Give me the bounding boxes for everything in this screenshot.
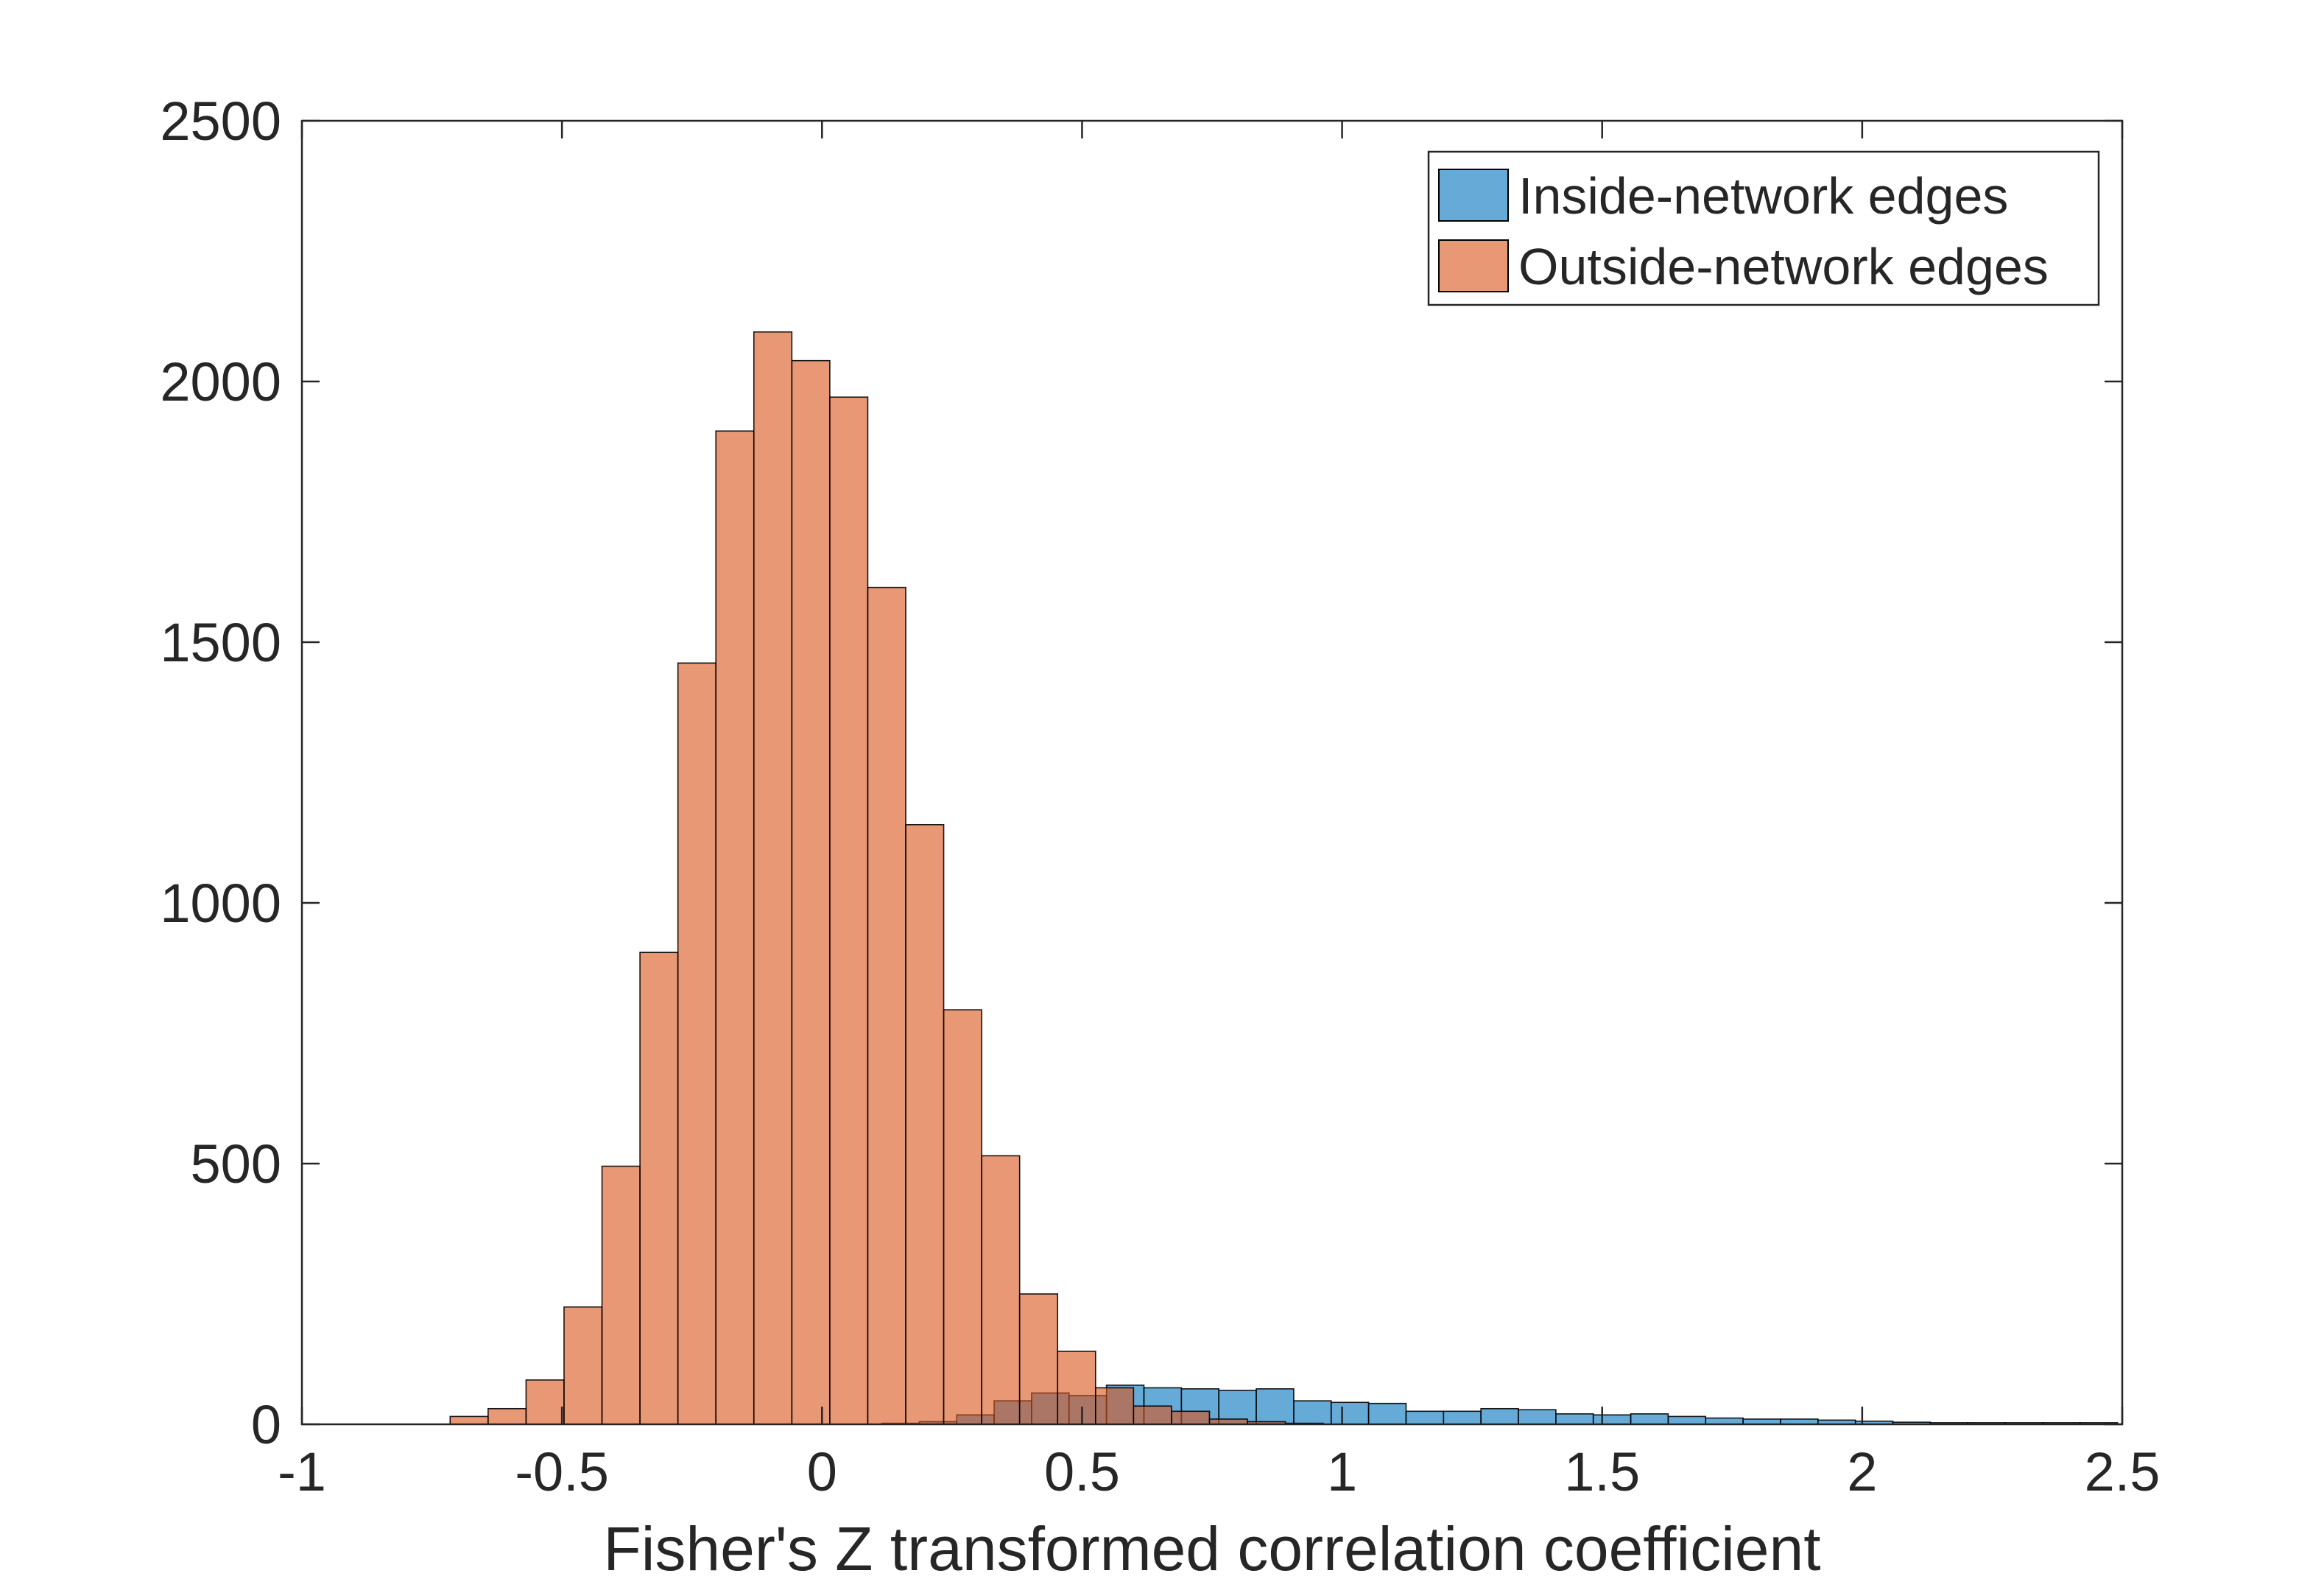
legend: Inside-network edges Outside-network edge… <box>1427 150 2100 306</box>
histogram-bar-inside <box>1293 1400 1332 1425</box>
histogram-bar-inside <box>1592 1414 1632 1425</box>
axes-box <box>300 119 2124 1426</box>
histogram-bar-outside <box>1171 1410 1211 1425</box>
x-tick-label: 0 <box>807 1441 837 1502</box>
tick-labels: -1 -0.5 0 0.5 1 1.5 2 2.5 0 500 1000 1500 2000 2500 <box>160 91 2160 1502</box>
histogram-bar-outside <box>601 1165 641 1425</box>
y-tick-label: 2500 <box>160 91 281 152</box>
histogram-bar-outside <box>1057 1351 1096 1425</box>
histogram-bar-inside <box>1480 1407 1519 1425</box>
histogram-bar-outside <box>867 586 906 1425</box>
histogram-bar-inside <box>1667 1415 1707 1425</box>
histogram-bar-outside <box>791 359 831 1425</box>
bars-layer <box>449 331 2119 1425</box>
y-tick-label: 500 <box>191 1133 281 1195</box>
y-tick-label: 1000 <box>160 873 281 934</box>
histogram-bar-inside <box>1367 1402 1407 1425</box>
histogram-bar-outside <box>449 1415 489 1425</box>
x-tick-label: -1 <box>278 1441 326 1502</box>
x-tick-label: 0.5 <box>1044 1441 1120 1502</box>
histogram-bar-outside <box>525 1379 565 1425</box>
y-tick-label: 1500 <box>160 612 281 673</box>
legend-swatch-inside <box>1438 169 1509 222</box>
y-tick-label: 2000 <box>160 351 281 412</box>
histogram-bar-inside <box>1705 1417 1744 1425</box>
histogram-bar-outside <box>1133 1405 1172 1425</box>
histogram-bar-outside <box>715 430 755 1425</box>
axes-background <box>302 121 2122 1424</box>
histogram-bar-outside <box>981 1155 1021 1425</box>
x-tick-label: 1 <box>1327 1441 1357 1502</box>
legend-box <box>1427 150 2100 306</box>
histogram-bar-inside <box>1630 1413 1669 1425</box>
histogram-bar-inside <box>1443 1410 1482 1425</box>
histogram-bar-outside <box>943 1009 982 1425</box>
legend-swatch-outside <box>1438 239 1509 292</box>
x-tick-label: 2 <box>1847 1441 1877 1502</box>
histogram-bar-inside <box>1330 1401 1370 1425</box>
x-axis-title: Fisher's Z transformed correlation coeff… <box>603 1514 1820 1583</box>
legend-label-inside: Inside-network edges <box>1518 167 2008 225</box>
plot-area <box>300 119 2124 1426</box>
histogram-bar-outside <box>1018 1293 1059 1425</box>
legend-label-outside: Outside-network edges <box>1518 238 2049 295</box>
histogram-bar-outside <box>905 824 945 1425</box>
histogram-bar-inside <box>1555 1413 1594 1425</box>
histogram-bar-inside <box>1256 1388 1295 1425</box>
histogram-bar-outside <box>753 331 793 1425</box>
histogram-bar-outside <box>677 662 717 1425</box>
histogram-bar-outside <box>487 1407 527 1425</box>
x-tick-label: -0.5 <box>515 1441 609 1502</box>
ticks-layer <box>300 119 2124 1426</box>
x-tick-label: 2.5 <box>2085 1441 2161 1502</box>
series-outside-network-edges <box>449 331 1324 1425</box>
histogram-bar-inside <box>1518 1409 1557 1425</box>
histogram-bar-outside <box>639 951 679 1425</box>
histogram-bar-outside <box>563 1306 603 1425</box>
y-tick-label: 0 <box>251 1394 281 1455</box>
histogram-bar-outside <box>829 396 869 1425</box>
histogram-bar-outside <box>1094 1387 1135 1425</box>
histogram-bar-inside <box>1405 1410 1445 1425</box>
x-tick-label: 1.5 <box>1564 1441 1640 1502</box>
